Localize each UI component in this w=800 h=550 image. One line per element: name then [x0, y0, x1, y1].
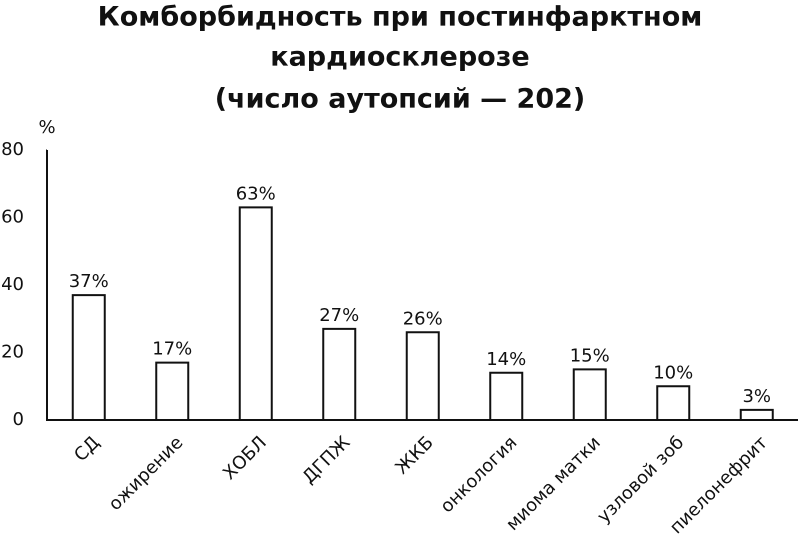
bar [238, 206, 273, 421]
x-tick-label: ожирение [105, 432, 188, 515]
value-label: 26% [403, 308, 443, 329]
chart-title: кардиосклерозе [270, 42, 529, 73]
y-tick-label: 0 [13, 409, 24, 430]
y-tick-label: 40 [1, 274, 24, 295]
x-tick-label: СД [70, 432, 104, 466]
x-tick-label: узловой зоб [593, 432, 688, 527]
value-label: 10% [653, 362, 693, 383]
y-tick-label: 60 [1, 207, 24, 228]
bar [155, 361, 190, 421]
bar [739, 408, 774, 421]
value-label: 14% [486, 349, 526, 370]
y-tick-label: 80 [1, 139, 24, 160]
bar [405, 331, 440, 421]
chart-title: Комборбидность при постинфарктном [98, 2, 703, 33]
x-tick-label: ЖКБ [391, 432, 437, 478]
bar [572, 368, 607, 421]
bar [656, 385, 691, 421]
value-label: 17% [152, 339, 192, 360]
x-tick-label: ХОБЛ [219, 432, 271, 484]
value-label: 15% [570, 345, 610, 366]
bar [71, 294, 106, 421]
value-label: 3% [742, 386, 771, 407]
y-axis-label: % [38, 117, 55, 138]
y-tick-label: 20 [1, 342, 24, 363]
bar [489, 371, 524, 421]
chart-title: (число аутопсий — 202) [215, 84, 586, 115]
bar [322, 327, 357, 421]
value-label: 27% [319, 305, 359, 326]
x-tick-label: ДГПЖ [298, 432, 354, 488]
value-label: 63% [236, 183, 276, 204]
x-tick-label: онкология [436, 432, 521, 517]
value-label: 37% [69, 271, 109, 292]
